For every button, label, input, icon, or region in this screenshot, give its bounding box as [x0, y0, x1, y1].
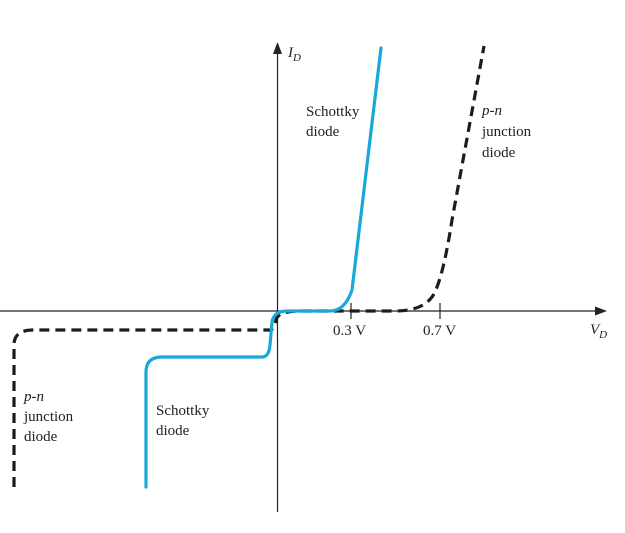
- schottky-curve: [144, 46, 383, 489]
- y-axis-label: ID: [287, 45, 301, 64]
- svg-text:junction: junction: [481, 124, 532, 140]
- svg-text:p-n: p-n: [23, 389, 44, 405]
- svg-text:Schottky: Schottky: [306, 104, 360, 120]
- svg-text:diode: diode: [482, 145, 516, 161]
- svg-text:diode: diode: [156, 423, 190, 439]
- x-tick-label-0.3: 0.3 V: [333, 323, 366, 339]
- axes: 0.3 V 0.7 V VD ID: [0, 42, 607, 512]
- x-tick-label-0.7: 0.7 V: [423, 323, 456, 339]
- pn-forward-label: p-n junction diode: [481, 103, 532, 161]
- schottky-forward-label: Schottky diode: [306, 104, 360, 140]
- y-axis-arrowhead: [273, 42, 282, 54]
- svg-text:p-n: p-n: [481, 103, 502, 119]
- x-axis-label: VD: [590, 322, 607, 341]
- svg-text:junction: junction: [23, 409, 74, 425]
- svg-text:diode: diode: [306, 124, 340, 140]
- schottky-reverse-label: Schottky diode: [156, 403, 210, 439]
- svg-text:Schottky: Schottky: [156, 403, 210, 419]
- x-axis-arrowhead: [595, 306, 607, 316]
- pn-junction-curve: [12, 45, 486, 487]
- pn-reverse-label: p-n junction diode: [23, 389, 74, 445]
- svg-text:diode: diode: [24, 429, 58, 445]
